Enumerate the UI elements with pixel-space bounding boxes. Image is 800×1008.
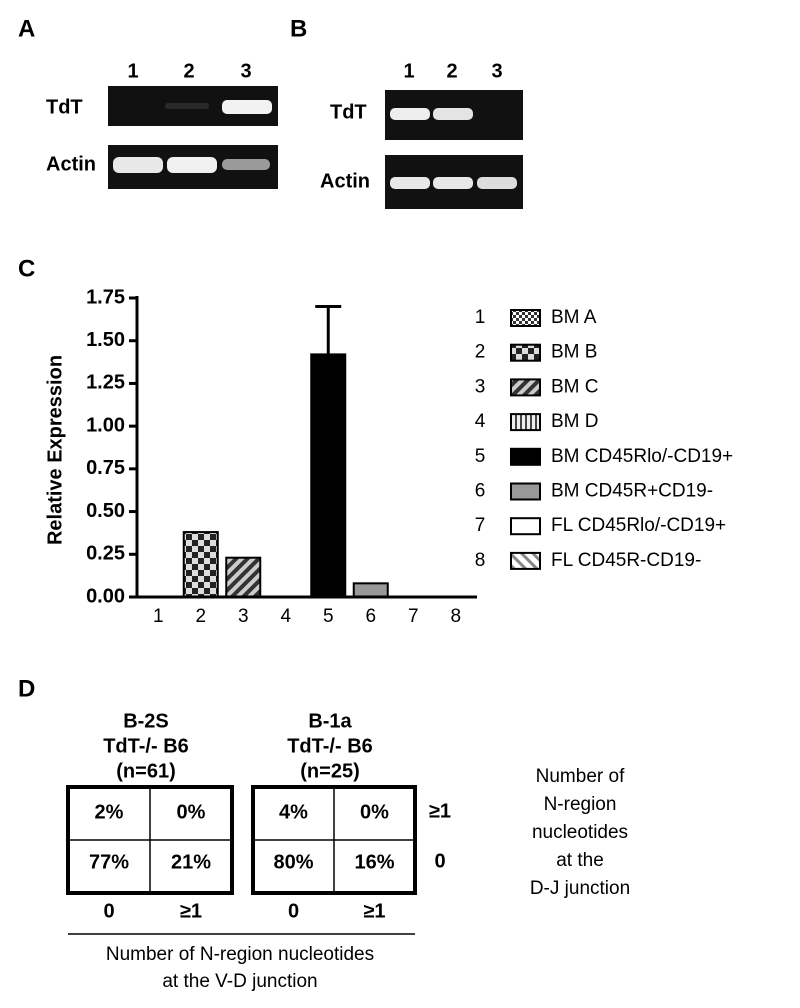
legend-label: FL CD45Rlo/-CD19+	[551, 515, 726, 536]
column-label: ≥1	[180, 900, 202, 922]
row-label: Actin	[320, 170, 370, 192]
row-label: 0	[434, 850, 445, 872]
row-title: D-J junction	[530, 878, 630, 899]
x-tick-label: 1	[153, 606, 164, 627]
row-label: Actin	[46, 153, 96, 175]
x-tick-label: 7	[408, 606, 419, 627]
y-tick-label: 1.25	[86, 372, 125, 394]
row-title: nucleotides	[532, 822, 628, 843]
legend-swatch	[510, 482, 541, 501]
table-header: B-1a	[308, 710, 352, 732]
lane-label: 2	[446, 60, 457, 82]
bar-chart: 0.00 0.25 0.50 0.75 1.00 1.25 1.50 1.75 1 1 BM A 2 2…	[86, 286, 733, 627]
legend-swatch	[510, 378, 541, 397]
column-label: 0	[103, 900, 114, 922]
gel-band	[390, 108, 430, 120]
gel-band	[390, 177, 430, 189]
x-tick-label: 3	[238, 606, 249, 627]
lane-label: 1	[127, 60, 138, 82]
table-header: (n=25)	[300, 760, 359, 782]
gel-band	[165, 103, 209, 109]
legend-label: BM C	[551, 376, 599, 397]
legend-number: 7	[475, 515, 486, 536]
table-cell: 4%	[279, 801, 308, 823]
legend-number: 8	[475, 550, 486, 571]
bar	[182, 531, 219, 598]
table-cell: 80%	[273, 851, 313, 873]
row-title: Number of	[536, 766, 625, 787]
table-header: TdT-/- B6	[103, 735, 189, 757]
legend-swatch	[510, 413, 541, 432]
legend-label: BM D	[551, 411, 599, 432]
table-cell: 21%	[171, 851, 211, 873]
legend-number: 4	[475, 411, 486, 432]
column-title: Number of N-region nucleotides	[106, 944, 374, 965]
y-tick-label: 1.75	[86, 286, 125, 308]
x-tick-label: 2	[195, 606, 206, 627]
column-label: 0	[288, 900, 299, 922]
row-title: N-region	[544, 794, 617, 815]
panel-label: B	[290, 15, 307, 42]
row-label: TdT	[46, 96, 83, 118]
lane-label: 1	[403, 60, 414, 82]
legend-label: BM A	[551, 307, 597, 328]
legend-swatch	[510, 343, 541, 362]
table-header: (n=61)	[116, 760, 175, 782]
bar	[225, 556, 262, 599]
legend-label: FL CD45R-CD19-	[551, 550, 701, 571]
legend-number: 5	[475, 446, 486, 467]
y-tick-label: 0.75	[86, 457, 125, 479]
legend-number: 1	[475, 307, 486, 328]
legend-swatch	[510, 447, 541, 466]
row-label: TdT	[330, 101, 367, 123]
gel-band	[222, 100, 272, 114]
row-label: ≥1	[429, 800, 451, 822]
y-tick-label: 1.00	[86, 414, 125, 436]
table-header: B-2S	[123, 710, 169, 732]
panel-label: C	[18, 255, 35, 282]
y-tick-label: 1.50	[86, 329, 125, 351]
legend-number: 3	[475, 376, 486, 397]
x-tick-label: 5	[323, 606, 334, 627]
legend-number: 2	[475, 342, 486, 363]
legend-label: BM CD45Rlo/-CD19+	[551, 446, 733, 467]
y-tick-label: 0.00	[86, 585, 125, 607]
legend-label: BM CD45R+CD19-	[551, 481, 713, 502]
panel-label: D	[18, 675, 35, 702]
gel-band	[222, 159, 270, 170]
legend-swatch	[510, 517, 541, 536]
gel-band	[433, 177, 473, 189]
table-header: TdT-/- B6	[287, 735, 373, 757]
legend-swatch	[510, 309, 541, 327]
lane-label: 3	[491, 60, 502, 82]
gel-band	[477, 177, 517, 189]
panel-label: A	[18, 15, 35, 42]
table-cell: 0%	[177, 801, 206, 823]
lane-label: 3	[240, 60, 251, 82]
x-tick-label: 6	[365, 606, 376, 627]
lane-label: 2	[183, 60, 194, 82]
legend-number: 6	[475, 481, 486, 502]
column-label: ≥1	[363, 900, 385, 922]
y-tick-label: 0.50	[86, 500, 125, 522]
gel-band	[433, 108, 473, 120]
legend-swatch	[510, 551, 541, 570]
bar	[352, 582, 389, 598]
table-cell: 16%	[354, 851, 394, 873]
gel-band	[167, 157, 217, 173]
legend-label: BM B	[551, 342, 597, 363]
row-title: at the	[556, 850, 604, 871]
x-tick-label: 8	[450, 606, 461, 627]
y-tick-label: 0.25	[86, 543, 125, 565]
table-cell: 0%	[360, 801, 389, 823]
bar	[310, 353, 347, 598]
table-cell: 2%	[95, 801, 124, 823]
tables: B-2S TdT-/- B6 (n=61) 2% 0% 77% 21% 0 ≥1 B-1a TdT-…	[66, 710, 630, 992]
y-axis-title: Relative Expression	[44, 355, 66, 545]
x-tick-label: 4	[280, 606, 291, 627]
column-title: at the V-D junction	[162, 971, 317, 992]
gel-band	[113, 157, 163, 173]
table-cell: 77%	[89, 851, 129, 873]
